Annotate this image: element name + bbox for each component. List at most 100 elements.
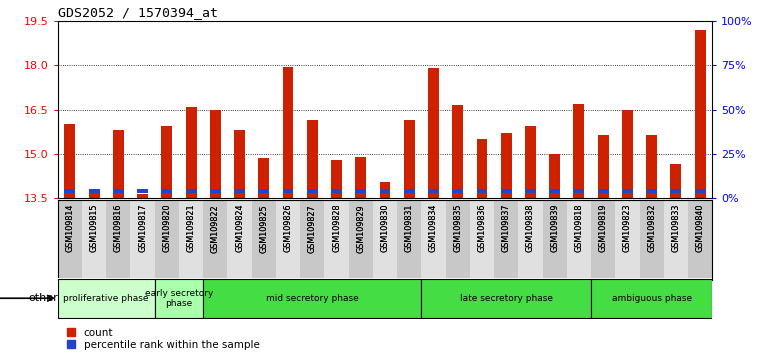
Bar — [89, 189, 99, 193]
Bar — [591, 200, 615, 280]
Text: GSM109817: GSM109817 — [138, 204, 147, 252]
Bar — [543, 200, 567, 280]
Text: GSM109829: GSM109829 — [357, 204, 365, 253]
Text: GSM109837: GSM109837 — [502, 204, 511, 252]
Text: GSM109827: GSM109827 — [308, 204, 316, 253]
Bar — [137, 189, 148, 193]
Text: GSM109819: GSM109819 — [598, 204, 608, 252]
Bar — [283, 67, 293, 198]
Text: GSM109825: GSM109825 — [259, 204, 268, 253]
Text: GSM109833: GSM109833 — [671, 204, 681, 252]
Text: GSM109828: GSM109828 — [332, 204, 341, 252]
Text: GSM109830: GSM109830 — [380, 204, 390, 252]
Text: GSM109819: GSM109819 — [598, 204, 608, 252]
Text: GSM109823: GSM109823 — [623, 204, 632, 252]
Bar — [574, 104, 584, 198]
Bar — [331, 160, 342, 198]
Bar — [186, 107, 196, 198]
Bar — [574, 189, 584, 193]
Text: GSM109840: GSM109840 — [695, 204, 705, 252]
Bar — [259, 159, 270, 198]
Text: GSM109820: GSM109820 — [162, 204, 172, 252]
Text: late secretory phase: late secretory phase — [460, 294, 553, 303]
Text: GSM109820: GSM109820 — [162, 204, 172, 252]
Bar — [276, 200, 300, 280]
Text: GSM109832: GSM109832 — [647, 204, 656, 252]
Bar — [283, 189, 293, 193]
Bar — [525, 189, 536, 193]
Legend: count, percentile rank within the sample: count, percentile rank within the sample — [63, 324, 264, 354]
Bar — [615, 200, 640, 280]
Bar — [380, 189, 390, 193]
Bar — [428, 68, 439, 198]
FancyBboxPatch shape — [203, 279, 421, 318]
Text: GSM109822: GSM109822 — [211, 204, 219, 253]
Text: GSM109821: GSM109821 — [186, 204, 196, 252]
Bar — [203, 200, 227, 280]
Text: GSM109817: GSM109817 — [138, 204, 147, 252]
Bar — [65, 189, 75, 193]
Text: proliferative phase: proliferative phase — [63, 294, 149, 303]
Bar — [300, 200, 324, 280]
Bar — [640, 200, 664, 280]
Bar — [477, 139, 487, 198]
Bar — [252, 200, 276, 280]
Bar — [355, 189, 367, 193]
Bar — [65, 125, 75, 198]
Text: GSM109824: GSM109824 — [235, 204, 244, 252]
Bar — [452, 189, 464, 193]
Text: GSM109839: GSM109839 — [551, 204, 559, 252]
Bar — [113, 189, 124, 193]
Text: GSM109833: GSM109833 — [671, 204, 681, 252]
Text: GSM109829: GSM109829 — [357, 204, 365, 253]
Bar — [446, 200, 470, 280]
Text: GSM109834: GSM109834 — [429, 204, 438, 252]
Bar — [646, 135, 657, 198]
Bar — [137, 194, 148, 198]
Text: GSM109824: GSM109824 — [235, 204, 244, 252]
Bar — [421, 200, 446, 280]
FancyBboxPatch shape — [58, 279, 155, 318]
Bar — [403, 120, 415, 198]
Text: ambiguous phase: ambiguous phase — [611, 294, 691, 303]
Text: GSM109831: GSM109831 — [405, 204, 413, 252]
Bar — [155, 200, 179, 280]
Bar — [306, 189, 318, 193]
Bar — [331, 189, 342, 193]
Bar — [598, 189, 608, 193]
Bar — [162, 189, 172, 193]
Bar — [470, 200, 494, 280]
Text: GSM109834: GSM109834 — [429, 204, 438, 252]
Bar — [622, 189, 633, 193]
FancyBboxPatch shape — [421, 279, 591, 318]
Bar — [695, 30, 705, 198]
Text: GSM109816: GSM109816 — [114, 204, 123, 252]
Text: GSM109822: GSM109822 — [211, 204, 219, 253]
Bar — [500, 133, 511, 198]
FancyBboxPatch shape — [591, 279, 712, 318]
Bar — [259, 189, 270, 193]
Bar — [306, 120, 318, 198]
Text: GSM109815: GSM109815 — [89, 204, 99, 252]
Bar — [380, 182, 390, 198]
Bar — [349, 200, 373, 280]
Bar — [234, 189, 245, 193]
Text: GSM109815: GSM109815 — [89, 204, 99, 252]
Text: GSM109825: GSM109825 — [259, 204, 268, 253]
Bar — [518, 200, 543, 280]
Text: GSM109839: GSM109839 — [551, 204, 559, 252]
Bar — [234, 130, 245, 198]
Text: GSM109838: GSM109838 — [526, 204, 535, 252]
Text: GSM109831: GSM109831 — [405, 204, 413, 252]
Text: GDS2052 / 1570394_at: GDS2052 / 1570394_at — [58, 6, 218, 19]
Bar — [106, 200, 130, 280]
Bar — [695, 189, 705, 193]
Text: GSM109836: GSM109836 — [477, 204, 487, 252]
Bar — [500, 189, 511, 193]
Bar — [598, 135, 608, 198]
Bar — [355, 157, 367, 198]
Text: GSM109838: GSM109838 — [526, 204, 535, 252]
Bar — [403, 189, 415, 193]
Text: GSM109837: GSM109837 — [502, 204, 511, 252]
Text: early secretory
phase: early secretory phase — [145, 289, 213, 308]
